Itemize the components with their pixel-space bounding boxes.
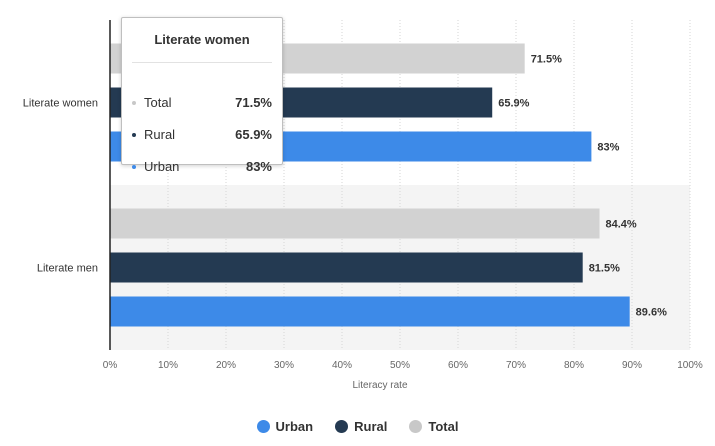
- category-label: Literate men: [37, 263, 98, 275]
- data-label-total: 84.4%: [606, 219, 637, 231]
- tooltip-dot-rural-icon: [132, 133, 136, 137]
- tooltip-value-total: 71.5%: [235, 95, 272, 110]
- legend-swatch-rural-icon: [335, 419, 349, 433]
- data-label-urban: 83%: [597, 142, 619, 154]
- tooltip-label-rural: Rural: [144, 127, 176, 142]
- tooltip-label-total: Total: [144, 95, 172, 110]
- legend-label-urban: Urban: [275, 418, 314, 434]
- x-tick-label: 10%: [158, 360, 178, 371]
- tooltip-label-urban: Urban: [144, 159, 180, 174]
- x-tick-label: 20%: [216, 360, 236, 371]
- legend-label-rural: Rural: [354, 418, 388, 434]
- tooltip-row-urban: Urban 83%: [132, 157, 272, 177]
- data-label-urban: 89.6%: [636, 307, 667, 319]
- x-tick-label: 70%: [506, 360, 526, 371]
- bar-rural: [110, 252, 583, 283]
- x-tick-label: 50%: [390, 360, 410, 371]
- data-label-rural: 81.5%: [589, 263, 620, 275]
- tooltip-dot-total-icon: [132, 101, 136, 105]
- x-tick-label: 80%: [564, 360, 584, 371]
- chart-legend: Urban Rural Total: [0, 416, 715, 436]
- legend-label-total: Total: [428, 418, 459, 434]
- x-axis-title: Literacy rate: [352, 380, 407, 391]
- x-tick-label: 40%: [332, 360, 352, 371]
- legend-item-urban[interactable]: Urban: [256, 418, 314, 434]
- legend-item-total[interactable]: Total: [409, 419, 458, 434]
- tooltip-row-total: Total 71.5%: [132, 93, 272, 113]
- tooltip-value-urban: 83%: [245, 159, 272, 174]
- legend-swatch-urban-icon: [256, 419, 270, 433]
- tooltip-value-rural: 65.9%: [235, 127, 272, 142]
- tooltip-title: Literate women: [154, 32, 250, 47]
- data-label-rural: 65.9%: [498, 98, 529, 110]
- x-tick-label: 0%: [103, 360, 118, 371]
- legend-swatch-total-icon: [409, 419, 423, 433]
- x-tick-label: 30%: [274, 360, 294, 371]
- x-tick-label: 100%: [677, 360, 703, 371]
- bar-total: [110, 208, 600, 239]
- category-label: Literate women: [23, 98, 98, 110]
- tooltip-divider: [132, 62, 272, 63]
- chart-tooltip: Literate women Total 71.5% Rural 65.9% U…: [121, 17, 283, 174]
- legend-item-rural[interactable]: Rural: [335, 419, 387, 434]
- tooltip-dot-urban-icon: [132, 165, 136, 169]
- x-tick-label: 90%: [622, 360, 642, 371]
- x-tick-label: 60%: [448, 360, 468, 371]
- tooltip-row-rural: Rural 65.9%: [132, 125, 272, 145]
- bar-urban: [110, 296, 630, 327]
- data-label-total: 71.5%: [531, 54, 562, 66]
